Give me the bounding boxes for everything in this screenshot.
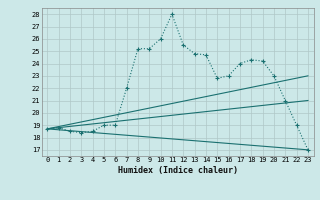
X-axis label: Humidex (Indice chaleur): Humidex (Indice chaleur) bbox=[118, 166, 237, 175]
